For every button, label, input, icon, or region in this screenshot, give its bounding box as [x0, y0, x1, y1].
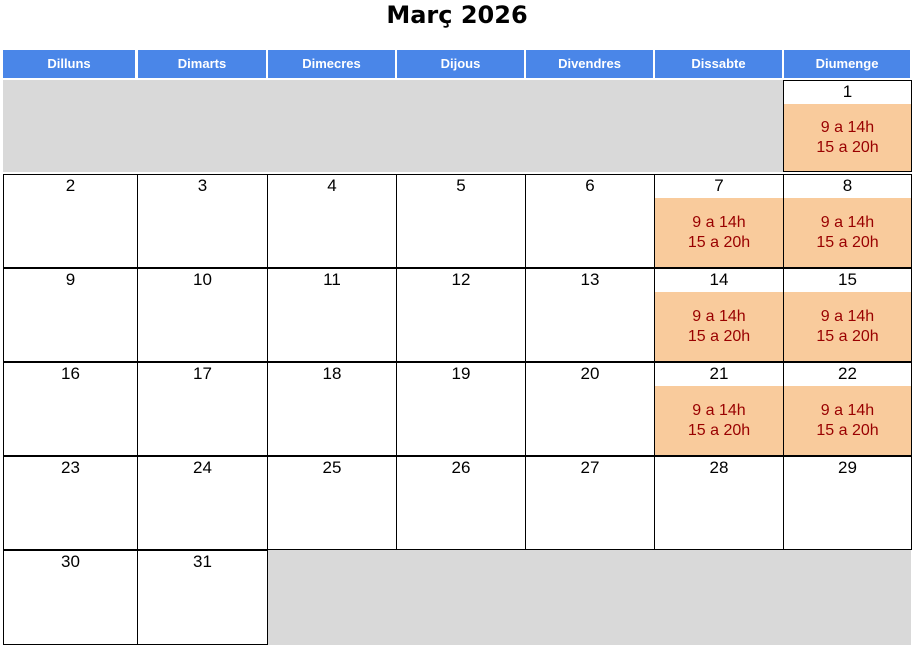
day-number: 25 [267, 456, 397, 481]
day-number: 28 [654, 456, 784, 481]
empty-days [267, 550, 911, 645]
day-cell [3, 386, 138, 456]
day-cell [396, 292, 526, 362]
opening-hours: 9 a 14h [692, 213, 746, 231]
day-number: 10 [137, 268, 268, 293]
day-cell [783, 480, 912, 550]
day-cell [396, 480, 526, 550]
day-number: 29 [783, 456, 912, 481]
day-number: 12 [396, 268, 526, 293]
day-cell [396, 198, 526, 268]
day-number: 15 [783, 268, 912, 293]
weekday-header: Dissabte [655, 50, 782, 78]
opening-hours: 9 a 14h [692, 307, 746, 325]
day-cell: 9 a 14h 15 a 20h [783, 198, 912, 268]
day-cell [654, 480, 784, 550]
day-number: 19 [396, 362, 526, 387]
day-number: 11 [267, 268, 397, 293]
day-cell [3, 292, 138, 362]
day-cell [396, 386, 526, 456]
day-cell [525, 198, 655, 268]
day-number: 20 [525, 362, 655, 387]
weekday-header: Dimarts [138, 50, 266, 78]
day-number: 8 [783, 174, 912, 199]
day-cell: 9 a 14h 15 a 20h [654, 198, 784, 268]
day-number: 7 [654, 174, 784, 199]
opening-hours: 15 a 20h [816, 138, 879, 156]
day-number: 1 [783, 80, 912, 105]
day-cell [137, 386, 268, 456]
day-number: 4 [267, 174, 397, 199]
day-cell [267, 386, 397, 456]
day-number: 23 [3, 456, 138, 481]
month-title: Març 2026 [386, 1, 528, 29]
day-cell: 9 a 14h 15 a 20h [654, 292, 784, 362]
day-cell: 9 a 14h 15 a 20h [783, 104, 912, 172]
opening-hours: 15 a 20h [687, 233, 751, 251]
weekday-header: Dilluns [3, 50, 135, 78]
day-number: 14 [654, 268, 784, 293]
day-cell [525, 386, 655, 456]
day-cell [525, 292, 655, 362]
day-number: 16 [3, 362, 138, 387]
opening-hours: 15 a 20h [687, 421, 751, 439]
day-number: 27 [525, 456, 655, 481]
opening-hours: 9 a 14h [820, 401, 875, 419]
day-cell [3, 480, 138, 550]
day-number: 26 [396, 456, 526, 481]
day-cell [3, 574, 138, 645]
day-number: 31 [137, 550, 268, 575]
day-number: 6 [525, 174, 655, 199]
day-cell [267, 292, 397, 362]
day-cell: 9 a 14h 15 a 20h [783, 386, 912, 456]
day-number: 21 [654, 362, 784, 387]
opening-hours: 9 a 14h [692, 401, 746, 419]
opening-hours: 9 a 14h [820, 307, 875, 325]
day-number: 3 [137, 174, 268, 199]
opening-hours: 15 a 20h [816, 421, 879, 439]
empty-days [3, 80, 783, 172]
day-cell [267, 198, 397, 268]
opening-hours: 9 a 14h [820, 118, 875, 136]
day-cell [525, 480, 655, 550]
day-number: 22 [783, 362, 912, 387]
weekday-header: Dijous [397, 50, 524, 78]
day-cell [137, 480, 268, 550]
day-number: 30 [3, 550, 138, 575]
day-cell [137, 574, 268, 645]
day-number: 18 [267, 362, 397, 387]
day-number: 5 [396, 174, 526, 199]
day-number: 13 [525, 268, 655, 293]
day-number: 24 [137, 456, 268, 481]
opening-hours: 15 a 20h [816, 327, 879, 345]
weekday-header: Diumenge [784, 50, 910, 78]
day-number: 2 [3, 174, 138, 199]
weekday-header: Divendres [526, 50, 653, 78]
day-cell [267, 480, 397, 550]
weekday-header: Dimecres [268, 50, 395, 78]
day-number: 17 [137, 362, 268, 387]
opening-hours: 15 a 20h [687, 327, 751, 345]
opening-hours: 9 a 14h [820, 213, 875, 231]
opening-hours: 15 a 20h [816, 233, 879, 251]
day-cell [3, 198, 138, 268]
day-cell [137, 292, 268, 362]
day-cell [137, 198, 268, 268]
day-number: 9 [3, 268, 138, 293]
day-cell: 9 a 14h 15 a 20h [783, 292, 912, 362]
day-cell: 9 a 14h 15 a 20h [654, 386, 784, 456]
